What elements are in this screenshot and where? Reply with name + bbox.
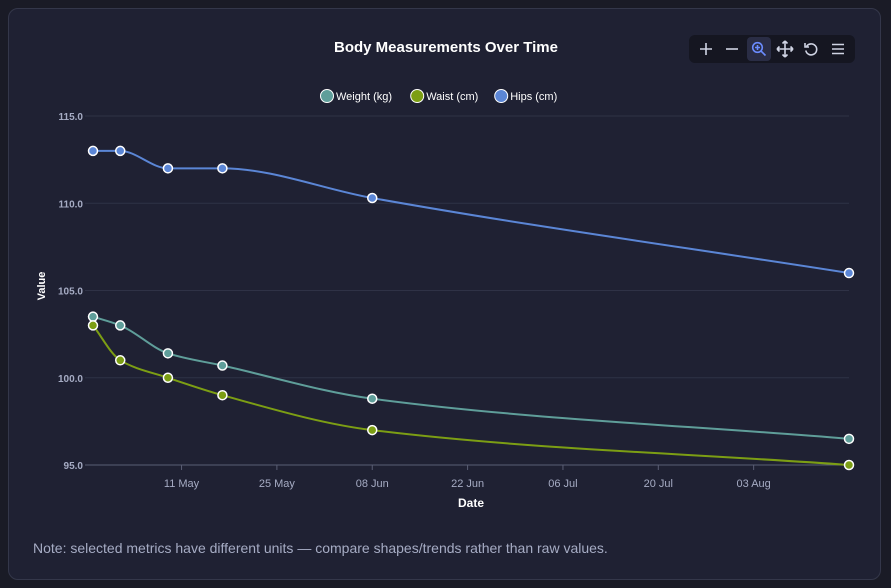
legend-label[interactable]: Waist (cm) xyxy=(426,91,478,103)
y-tick-label: 100.0 xyxy=(58,374,83,385)
series-points xyxy=(87,145,855,471)
selection-zoom-icon xyxy=(751,41,766,57)
series-lines xyxy=(92,149,850,466)
legend-label[interactable]: Hips (cm) xyxy=(510,91,557,103)
x-tick-label: 03 Aug xyxy=(737,478,771,490)
data-point[interactable] xyxy=(843,459,855,471)
x-tick-label: 22 Jun xyxy=(451,478,484,490)
data-point[interactable] xyxy=(162,372,174,383)
data-point[interactable] xyxy=(87,320,99,331)
data-point[interactable] xyxy=(217,163,228,174)
series-line-2 xyxy=(93,149,850,275)
pan-icon xyxy=(776,40,794,58)
data-point[interactable] xyxy=(366,192,378,204)
x-tick-label: 11 May xyxy=(164,478,200,490)
data-point[interactable] xyxy=(843,267,855,279)
chart-note: Note: selected metrics have different un… xyxy=(33,540,608,556)
data-point[interactable] xyxy=(87,145,99,157)
y-tick-label: 115.0 xyxy=(59,112,84,123)
data-point[interactable] xyxy=(366,424,378,436)
legend-marker xyxy=(320,89,334,103)
legend-marker xyxy=(494,89,509,103)
y-axis-ticks: 95.0 100.0 105.0 110.0 115.0 xyxy=(58,112,83,472)
x-axis-ticks: 11 May 25 May 08 Jun 22 Jun 06 Jul 20 Jul 03 A… xyxy=(164,465,771,490)
pan-button[interactable] xyxy=(773,37,797,61)
reset-button[interactable] xyxy=(799,37,823,61)
data-point[interactable] xyxy=(87,311,99,322)
x-tick-label: 06 Jul xyxy=(548,478,577,490)
data-point[interactable] xyxy=(114,145,126,157)
x-axis-label: Date xyxy=(458,496,484,510)
x-tick-label: 20 Jul xyxy=(644,478,673,490)
chart-svg: Body Measurements Over Time Weight (kg) W… xyxy=(36,39,855,510)
zoom-out-button[interactable] xyxy=(720,37,744,61)
data-point[interactable] xyxy=(366,393,378,404)
legend-label[interactable]: Weight (kg) xyxy=(336,91,392,103)
data-point[interactable] xyxy=(162,163,174,174)
y-tick-label: 105.0 xyxy=(58,287,83,298)
reset-icon xyxy=(804,43,818,56)
data-point[interactable] xyxy=(162,348,174,359)
menu-icon xyxy=(831,43,844,55)
data-point[interactable] xyxy=(217,389,228,401)
y-axis-label: Value xyxy=(36,272,48,301)
selection-zoom-button[interactable] xyxy=(746,37,771,61)
legend: Weight (kg) Waist (cm) Hips (cm) xyxy=(320,89,557,103)
chart-card: Body Measurements Over Time Weight (kg) W… xyxy=(8,8,881,580)
x-tick-label: 25 May xyxy=(259,478,296,490)
zoom-in-icon xyxy=(700,43,713,55)
data-point[interactable] xyxy=(114,355,126,366)
chart-title: Body Measurements Over Time xyxy=(334,39,558,56)
data-point[interactable] xyxy=(843,433,855,445)
x-tick-label: 08 Jun xyxy=(356,478,389,490)
chart-toolbar xyxy=(689,35,855,63)
series-line-1 xyxy=(92,324,850,466)
y-tick-label: 95.0 xyxy=(64,461,84,472)
y-tick-label: 110.0 xyxy=(59,199,84,210)
data-point[interactable] xyxy=(217,360,228,371)
legend-marker xyxy=(410,89,425,103)
menu-button[interactable] xyxy=(826,37,850,61)
zoom-out-icon xyxy=(726,48,739,50)
data-point[interactable] xyxy=(114,320,126,331)
grid xyxy=(85,115,849,379)
zoom-in-button[interactable] xyxy=(694,37,718,61)
